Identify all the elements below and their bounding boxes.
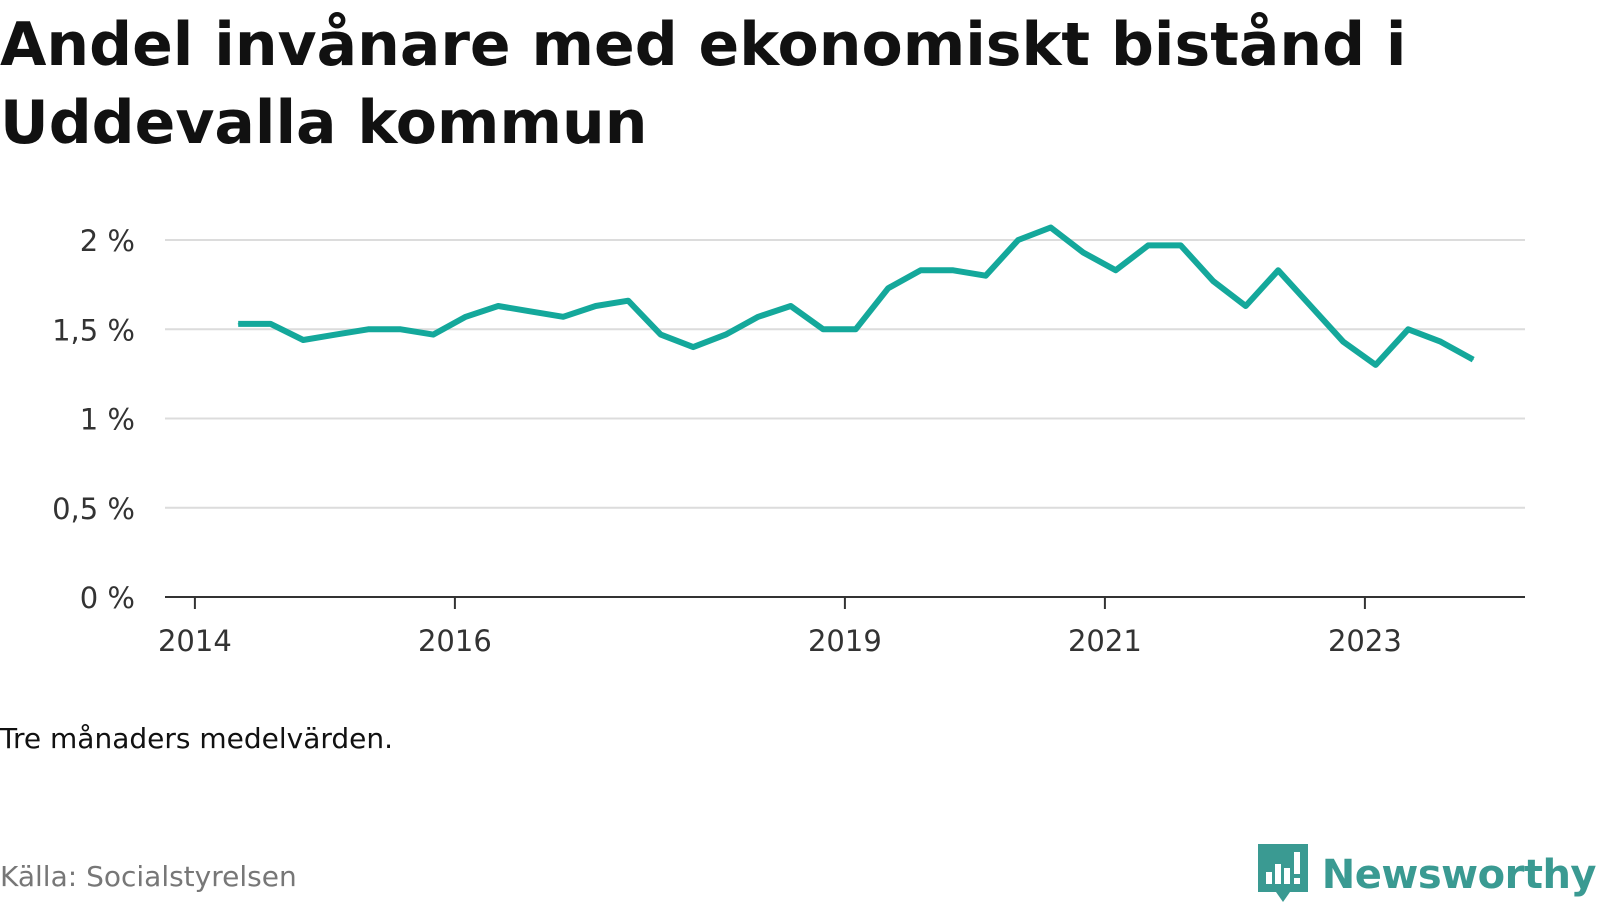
y-tick-label: 1,5 % — [52, 313, 135, 347]
brand-logo: Newsworthy — [1256, 842, 1597, 908]
data-point — [530, 310, 532, 312]
data-point — [822, 328, 824, 330]
data-point — [1310, 305, 1312, 307]
data-point — [302, 339, 304, 341]
y-tick-label: 0,5 % — [52, 492, 135, 526]
series-layer — [237, 224, 1475, 368]
data-point — [1277, 269, 1279, 271]
data-point — [562, 316, 564, 318]
y-axis-labels: 0 % 0,5 % 1 % 1,5 % 2 % — [52, 224, 135, 615]
gridlines — [165, 239, 1525, 509]
data-point — [1342, 341, 1344, 343]
y-tick-label: 2 % — [80, 224, 135, 258]
data-point — [1147, 244, 1149, 246]
data-point — [1050, 227, 1052, 228]
series-line — [238, 224, 1475, 368]
data-point — [1115, 269, 1117, 271]
data-point — [432, 334, 434, 336]
newsworthy-logo-icon — [1256, 842, 1310, 908]
data-point — [1245, 305, 1247, 307]
x-axis: 2014 2016 2019 2021 2023 — [158, 596, 1525, 658]
data-point — [757, 316, 759, 318]
data-point — [1212, 280, 1214, 282]
data-point — [1017, 239, 1019, 241]
data-point — [1082, 252, 1084, 253]
x-tick-label: 2023 — [1328, 624, 1402, 658]
data-point — [400, 328, 402, 330]
data-point — [985, 275, 987, 277]
data-point — [270, 323, 272, 325]
chart-title: Andel invånare med ekonomiskt bistånd i … — [0, 10, 1407, 158]
data-point — [887, 287, 889, 289]
data-point — [1440, 341, 1442, 343]
data-point — [367, 328, 369, 330]
data-point — [627, 300, 629, 302]
data-point — [855, 328, 857, 330]
x-tick-label: 2014 — [158, 624, 232, 658]
source-credit: Källa: Socialstyrelsen — [0, 860, 297, 893]
data-point — [790, 305, 792, 307]
data-point — [660, 334, 662, 336]
data-point — [335, 334, 337, 336]
x-tick-label: 2021 — [1068, 624, 1142, 658]
chart-note: Tre månaders medelvärden. — [0, 722, 394, 755]
data-point — [497, 305, 499, 307]
y-tick-label: 0 % — [80, 581, 135, 615]
data-point — [1375, 364, 1377, 366]
data-point — [237, 323, 239, 325]
data-point — [920, 269, 922, 271]
data-point — [595, 305, 597, 307]
x-tick-label: 2019 — [808, 624, 882, 658]
x-tick-label: 2016 — [418, 624, 492, 658]
data-point — [1180, 244, 1182, 246]
data-point — [952, 269, 954, 271]
data-point — [1472, 359, 1474, 361]
data-point — [1407, 328, 1409, 330]
line-chart: 0 % 0,5 % 1 % 1,5 % 2 % 2014 2016 2019 2021 2023 — [52, 224, 1525, 658]
brand-name: Newsworthy — [1321, 852, 1597, 898]
data-point — [465, 316, 467, 318]
data-point — [725, 334, 727, 336]
data-point — [692, 346, 694, 348]
y-tick-label: 1 % — [80, 403, 135, 437]
